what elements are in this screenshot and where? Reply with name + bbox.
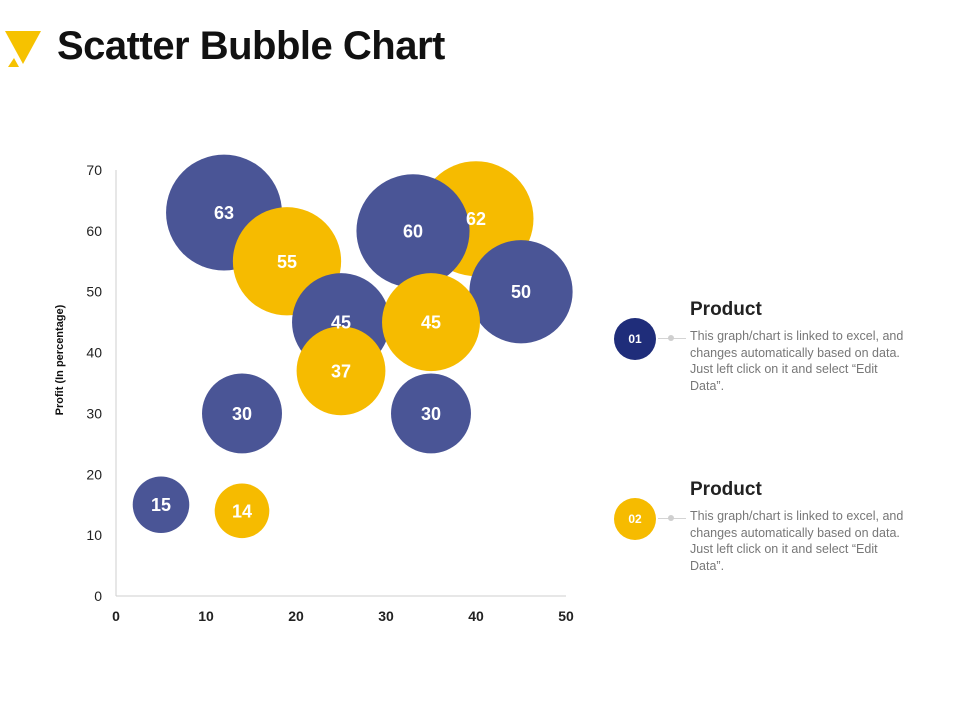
bubble [391, 373, 471, 454]
x-tick-label: 50 [558, 608, 574, 624]
y-tick-label: 10 [86, 527, 102, 543]
y-tick-label: 0 [94, 588, 102, 604]
logo-icon [5, 31, 41, 67]
legend-badge-01: 01 [614, 318, 656, 360]
y-tick-label: 40 [86, 345, 102, 361]
bubble-label: 62 [466, 209, 486, 229]
bubble-label: 45 [331, 313, 351, 333]
legend-connector-dot [668, 515, 674, 521]
bubble-label: 63 [214, 203, 234, 223]
bubble-label: 30 [421, 404, 441, 424]
y-tick-label: 60 [86, 223, 102, 239]
y-tick-label: 20 [86, 466, 102, 482]
bubble [382, 273, 480, 372]
bubble-label: 15 [151, 495, 171, 515]
y-tick-label: 50 [86, 284, 102, 300]
legend-connector-dot [668, 335, 674, 341]
bubble-label: 14 [232, 501, 252, 521]
logo-triangle [5, 31, 41, 64]
y-tick-label: 70 [86, 162, 102, 178]
logo-shadow [8, 58, 19, 67]
page-title: Scatter Bubble Chart [57, 24, 445, 68]
bubble-label: 37 [331, 361, 351, 381]
legend-description: This graph/chart is linked to excel, and… [690, 509, 904, 573]
bubble [202, 373, 282, 454]
y-tick-label: 30 [86, 405, 102, 421]
legend-item-02: 02 Product This graph/chart is linked to… [614, 479, 914, 589]
x-tick-label: 20 [288, 608, 304, 624]
x-tick-label: 30 [378, 608, 394, 624]
legend-heading: Product [690, 299, 762, 320]
bubble-label: 60 [403, 221, 423, 241]
bubble [469, 240, 573, 344]
legend-description: This graph/chart is linked to excel, and… [690, 329, 904, 393]
bubble-label: 30 [232, 404, 252, 424]
bubble [132, 476, 190, 533]
legend-badge-02: 02 [614, 498, 656, 540]
y-axis-label: Profit (In percentage) [54, 304, 66, 416]
bubble-label: 45 [421, 313, 441, 333]
bubble-label: 55 [277, 252, 297, 272]
legend-item-01: 01 Product This graph/chart is linked to… [614, 299, 914, 409]
legend-heading: Product [690, 479, 762, 500]
bubble [296, 326, 386, 416]
x-tick-label: 10 [198, 608, 214, 624]
x-tick-label: 40 [468, 608, 484, 624]
bubble-label: 50 [511, 282, 531, 302]
bubble [214, 483, 270, 539]
bubble [356, 174, 470, 288]
x-tick-label: 0 [112, 608, 120, 624]
